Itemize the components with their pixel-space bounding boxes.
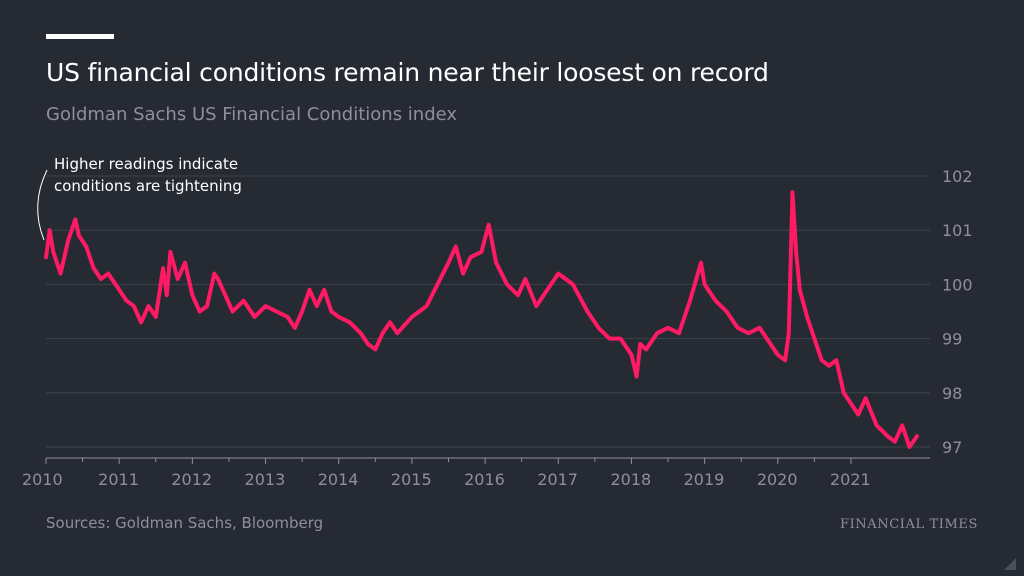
chart-subtitle: Goldman Sachs US Financial Conditions in… bbox=[46, 104, 458, 125]
x-axis: 2010 2011 2012 2013 2014 2015 2016 2017 2018 2019… bbox=[22, 458, 871, 489]
y-tick-label: 102 bbox=[942, 167, 973, 186]
y-tick-label: 101 bbox=[942, 221, 973, 240]
x-tick-label: 2019 bbox=[684, 470, 725, 489]
annotation-line-1: Higher readings indicate bbox=[54, 155, 238, 173]
x-tick-label: 2020 bbox=[757, 470, 798, 489]
x-tick-label: 2015 bbox=[391, 470, 432, 489]
chart-title: US financial conditions remain near thei… bbox=[46, 58, 769, 87]
x-tick-label: 2021 bbox=[830, 470, 871, 489]
y-axis: 102 101 100 99 98 97 bbox=[942, 167, 973, 457]
x-tick-label: 2010 bbox=[22, 470, 63, 489]
line-chart: 102 101 100 99 98 97 2010 2011 2012 2013 2014 2015… bbox=[22, 155, 973, 489]
y-tick-label: 97 bbox=[942, 438, 962, 457]
x-tick-label: 2018 bbox=[610, 470, 651, 489]
series-line-fci bbox=[44, 190, 919, 449]
y-tick-label: 99 bbox=[942, 330, 962, 349]
x-tick-label: 2014 bbox=[318, 470, 359, 489]
corner-fold-icon bbox=[1004, 558, 1016, 570]
x-tick-label: 2013 bbox=[245, 470, 286, 489]
x-tick-label: 2017 bbox=[537, 470, 578, 489]
grid-layer bbox=[46, 175, 930, 448]
source-note: Sources: Goldman Sachs, Bloomberg bbox=[46, 514, 324, 532]
brand-logo: FINANCIAL TIMES bbox=[839, 517, 978, 532]
y-tick-label: 100 bbox=[942, 275, 973, 294]
annotation-line-2: conditions are tightening bbox=[54, 177, 242, 195]
x-tick-label: 2011 bbox=[98, 470, 139, 489]
header-accent-bar bbox=[46, 34, 114, 39]
x-tick-label: 2012 bbox=[171, 470, 212, 489]
y-tick-label: 98 bbox=[942, 384, 962, 403]
x-tick-label: 2016 bbox=[464, 470, 505, 489]
annotation-connector bbox=[37, 169, 48, 241]
